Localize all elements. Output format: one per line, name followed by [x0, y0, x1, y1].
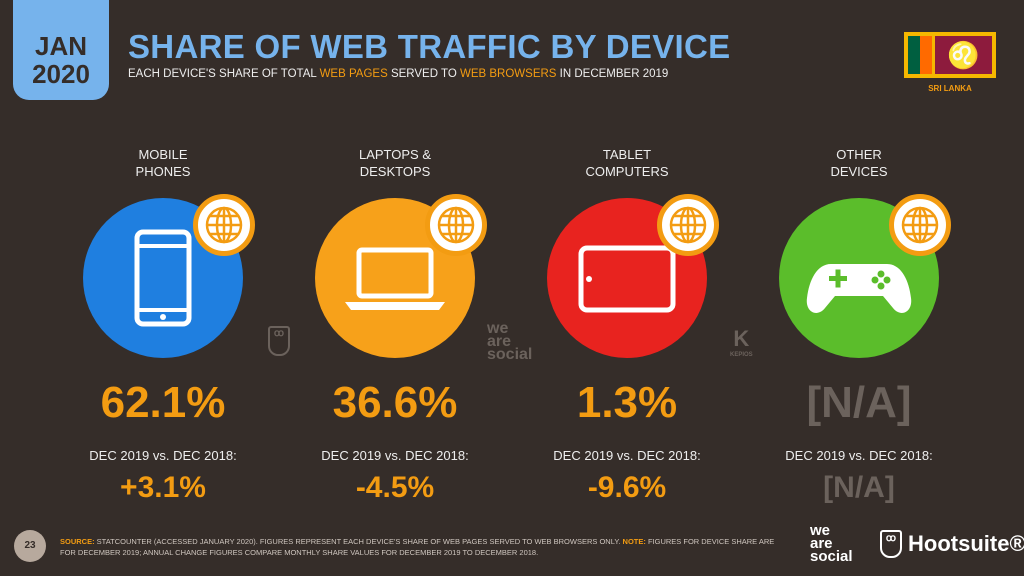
device-circle	[83, 194, 255, 358]
laptop-icon	[345, 247, 445, 310]
we-are-social-logo: we are social	[810, 522, 853, 565]
source-note: SOURCE: STATCOUNTER (ACCESSED JANUARY 20…	[60, 537, 775, 557]
globe-icon	[425, 194, 487, 256]
globe-icon	[889, 194, 951, 256]
annual-change-value: +3.1%	[120, 471, 206, 504]
mobile-phone-icon	[134, 229, 192, 327]
comparison-label: DEC 2019 vs. DEC 2018:	[321, 448, 469, 463]
kepios-watermark: K KEPIOS	[730, 326, 753, 358]
subtitle-text: IN DECEMBER 2019	[556, 68, 669, 80]
subtitle-highlight: WEB BROWSERS	[459, 68, 557, 80]
tablet-icon	[578, 245, 676, 313]
comparison-label: DEC 2019 vs. DEC 2018:	[785, 448, 933, 463]
date-month: JAN	[34, 31, 87, 61]
device-label: OTHER DEVICES	[830, 147, 888, 179]
page-subtitle: EACH DEVICE'S SHARE OF TOTAL WEB PAGES S…	[128, 68, 668, 80]
device-share-value: [N/A]	[806, 378, 912, 427]
device-column: TABLET COMPUTERS 1.3% DEC 2019 vs. DEC 20…	[511, 146, 743, 505]
device-label: MOBILE PHONES	[135, 147, 191, 179]
device-column: LAPTOPS & DESKTOPS 36.6% DEC 2019 vs. DEC…	[279, 146, 511, 505]
owl-icon: ꝏ	[880, 530, 902, 558]
hootsuite-watermark-icon: ꝏ	[268, 326, 290, 356]
device-share-value: 62.1%	[100, 378, 226, 427]
annual-change-value: [N/A]	[823, 471, 895, 504]
device-column: OTHER DEVICES [N/A] DEC 2019 vs. DEC 2018…	[743, 146, 975, 505]
device-column: MOBILE PHONES 62.1% DEC 2019 vs. DEC 2018…	[47, 146, 279, 505]
device-share-value: 1.3%	[576, 378, 678, 427]
device-circle	[547, 194, 719, 358]
we-are-social-watermark: we are social	[487, 320, 533, 363]
page-title: SHARE OF WEB TRAFFIC BY DEVICE	[128, 28, 731, 65]
device-circle	[779, 194, 951, 358]
comparison-label: DEC 2019 vs. DEC 2018:	[553, 448, 701, 463]
globe-icon	[193, 194, 255, 256]
device-label: LAPTOPS & DESKTOPS	[358, 147, 431, 179]
date-badge: JAN 2020	[13, 0, 109, 100]
subtitle-text: SERVED TO	[387, 68, 460, 80]
globe-icon	[657, 194, 719, 256]
sri-lanka-flag: ♌	[904, 32, 996, 78]
gamepad-icon	[806, 264, 912, 313]
device-circle	[315, 194, 487, 358]
comparison-label: DEC 2019 vs. DEC 2018:	[89, 448, 237, 463]
country-label: SRI LANKA	[928, 84, 972, 93]
annual-change-value: -9.6%	[587, 471, 667, 504]
device-label: TABLET COMPUTERS	[585, 147, 669, 179]
device-share-value: 36.6%	[332, 378, 458, 427]
hootsuite-logo: ꝏ Hootsuite®	[880, 530, 1024, 558]
subtitle-highlight: WEB PAGES	[319, 68, 388, 80]
date-year: 2020	[32, 59, 90, 89]
page-number: 23	[14, 530, 46, 562]
subtitle-text: EACH DEVICE'S SHARE OF TOTAL	[128, 68, 320, 80]
annual-change-value: -4.5%	[355, 471, 435, 504]
